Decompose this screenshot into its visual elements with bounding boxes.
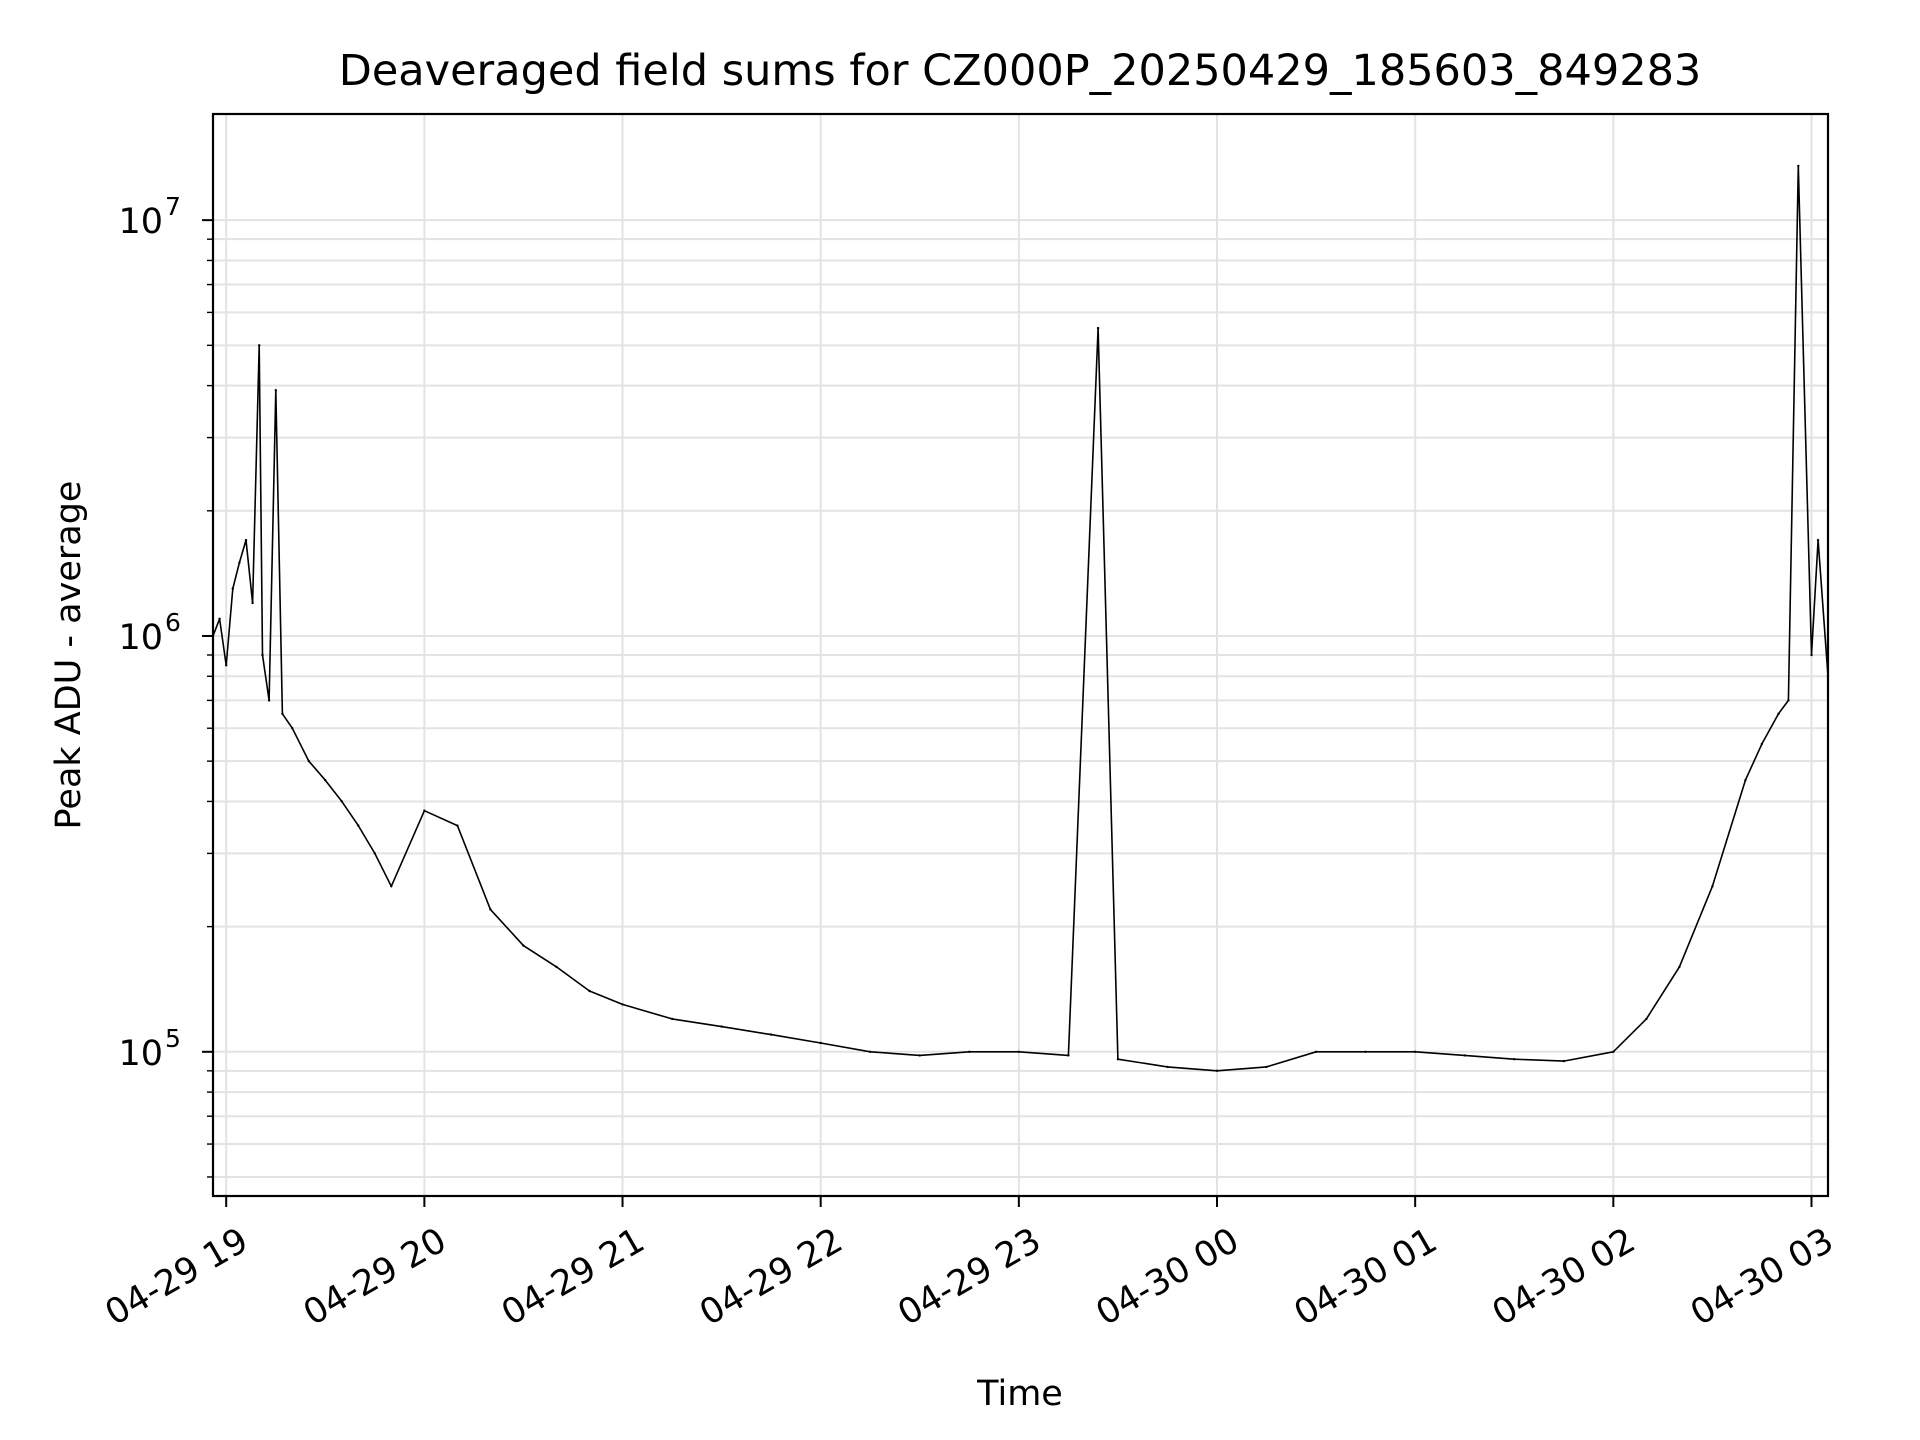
data-point: [489, 908, 492, 911]
ticks: 04-29 19 04-29 20 04-29 21 04-29 22 04-29 23…: [99, 192, 1841, 1334]
data-point: [1787, 699, 1790, 702]
y-tick-exponent: 6: [165, 608, 181, 637]
data-point: [968, 1050, 971, 1054]
data-point: [555, 965, 558, 969]
x-tick-label: 04-29 21: [495, 1221, 651, 1334]
data-point: [281, 712, 284, 715]
x-axis-label: Time: [976, 1374, 1063, 1414]
y-tick-exponent: 5: [165, 1024, 181, 1053]
data-point: [267, 699, 271, 702]
grid: [213, 114, 1828, 1196]
data-point: [261, 653, 264, 657]
data-point: [1744, 779, 1747, 782]
series-line: [212, 165, 1829, 1072]
data-point: [225, 664, 228, 667]
y-axis-label: Peak ADU - average: [49, 481, 89, 830]
x-tick-label: 04-30 01: [1288, 1221, 1444, 1334]
data-point: [390, 885, 393, 888]
data-point: [244, 538, 248, 542]
x-tick-label: 04-29 22: [693, 1221, 849, 1334]
data-point: [373, 852, 376, 855]
data-point: [1777, 712, 1780, 715]
data-point: [1810, 653, 1813, 657]
data-point: [869, 1050, 872, 1054]
data-point: [1562, 1059, 1566, 1063]
data-point: [1215, 1069, 1219, 1073]
data-point: [1797, 164, 1800, 168]
data-point: [1414, 1050, 1417, 1054]
data-point: [769, 1033, 773, 1036]
data-point: [1760, 742, 1764, 746]
data-point: [274, 389, 277, 392]
data-point: [251, 601, 254, 605]
data-point: [324, 779, 327, 782]
data-point: [621, 1003, 624, 1006]
data-point: [291, 727, 294, 730]
data-point: [238, 561, 241, 564]
data-point: [307, 759, 310, 763]
x-tick-label: 04-30 03: [1684, 1221, 1840, 1334]
data-point: [720, 1025, 723, 1028]
data-point: [670, 1017, 674, 1021]
data-point: [1364, 1050, 1367, 1054]
x-tick-label: 04-29 19: [99, 1221, 255, 1334]
data-point: [1116, 1058, 1120, 1061]
data-point: [357, 824, 360, 827]
data-point: [1463, 1054, 1466, 1057]
data-point: [423, 809, 426, 812]
data-point: [218, 617, 221, 620]
data-point: [918, 1054, 921, 1057]
data-point: [1612, 1050, 1615, 1054]
y-tick-label: 10: [118, 1034, 163, 1074]
data-point: [522, 944, 525, 947]
y-tick-label: 10: [118, 618, 163, 658]
data-point: [819, 1041, 822, 1045]
data-point: [1314, 1050, 1318, 1054]
x-tick-label: 04-30 02: [1486, 1221, 1642, 1334]
x-tick-label: 04-29 20: [297, 1221, 453, 1334]
data-point: [258, 344, 261, 347]
data-point: [1067, 1054, 1070, 1057]
data-point: [1265, 1065, 1268, 1069]
data-point: [1678, 965, 1681, 969]
data-point: [456, 824, 459, 827]
x-tick-label: 04-30 00: [1090, 1221, 1246, 1334]
data-point: [1166, 1065, 1169, 1069]
data-area: [211, 164, 1830, 1073]
data-point: [231, 587, 234, 590]
y-tick-label: 10: [118, 202, 163, 242]
data-point: [588, 989, 591, 993]
data-point: [1096, 326, 1100, 330]
data-point: [1645, 1017, 1648, 1021]
data-point: [1513, 1058, 1516, 1061]
x-tick-label: 04-29 23: [891, 1221, 1047, 1334]
data-point: [1711, 885, 1714, 888]
data-point: [1017, 1050, 1020, 1054]
data-point: [1816, 538, 1820, 542]
y-tick-exponent: 7: [165, 192, 181, 221]
data-point: [340, 800, 343, 803]
chart-title: Deaveraged field sums for CZ000P_2025042…: [339, 46, 1702, 96]
